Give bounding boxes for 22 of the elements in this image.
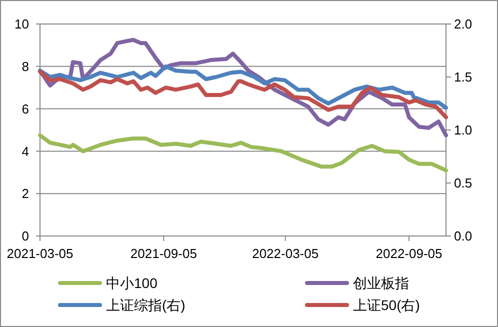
y-tick-label: 2 bbox=[22, 186, 29, 202]
x-tick-label: 2022-03-05 bbox=[252, 246, 319, 261]
line-series bbox=[38, 70, 448, 120]
y2-tick-label: 1.0 bbox=[454, 122, 472, 138]
legend-label: 上证50(右) bbox=[353, 296, 420, 313]
x-tick-label: 2021-03-05 bbox=[6, 246, 74, 261]
y2-tick-label: 0.5 bbox=[454, 176, 472, 191]
y-tick-label: 10 bbox=[14, 16, 29, 32]
x-tick-label: 2022-09-05 bbox=[376, 246, 442, 261]
line-series bbox=[38, 133, 448, 172]
y2-tick-label: 2.0 bbox=[454, 16, 472, 32]
y2-tick-label: 1.5 bbox=[454, 70, 472, 85]
legend-label: 上证综指(右) bbox=[106, 296, 186, 313]
legend-label: 创业板指 bbox=[353, 274, 409, 291]
y2-tick-label: 0.0 bbox=[454, 228, 472, 244]
y-tick-label: 0 bbox=[22, 228, 29, 244]
x-tick-label: 2021-09-05 bbox=[130, 246, 197, 261]
y-tick-label: 6 bbox=[22, 101, 29, 116]
legend-label: 中小100 bbox=[106, 274, 158, 291]
y-tick-label: 4 bbox=[22, 144, 29, 159]
y-tick-label: 8 bbox=[22, 58, 29, 74]
line-series bbox=[38, 64, 448, 110]
